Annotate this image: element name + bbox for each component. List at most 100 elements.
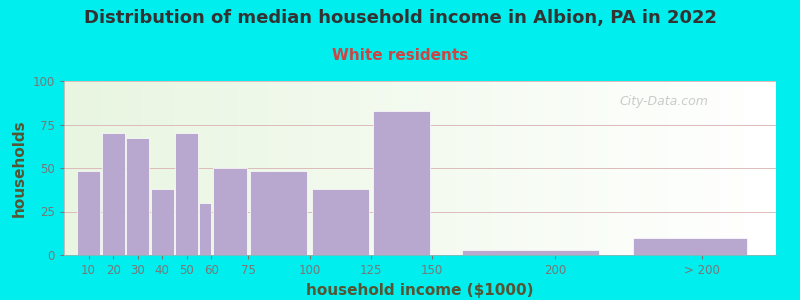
Bar (530, 81, 534, 255)
Bar (666, 81, 669, 255)
Bar (502, 81, 506, 255)
Bar (189, 81, 192, 255)
Bar (548, 81, 552, 255)
Bar (516, 81, 520, 255)
Bar (591, 81, 594, 255)
Bar (78, 81, 82, 255)
Bar (513, 81, 516, 255)
Bar (702, 81, 705, 255)
Bar (312, 189, 369, 255)
Bar (644, 81, 648, 255)
Bar (637, 81, 641, 255)
Bar (730, 81, 734, 255)
Bar (555, 81, 559, 255)
Bar (687, 81, 690, 255)
Bar (498, 81, 502, 255)
Bar (175, 133, 198, 255)
Bar (235, 81, 238, 255)
Bar (509, 81, 513, 255)
Bar (125, 81, 128, 255)
Bar (541, 81, 545, 255)
Bar (669, 81, 673, 255)
Bar (402, 81, 406, 255)
Bar (135, 81, 138, 255)
Bar (82, 81, 86, 255)
Bar (452, 81, 456, 255)
Bar (342, 81, 346, 255)
Bar (89, 81, 93, 255)
Bar (655, 81, 658, 255)
Bar (445, 81, 449, 255)
Bar (260, 81, 263, 255)
Bar (363, 81, 366, 255)
Bar (320, 81, 324, 255)
Bar (118, 81, 121, 255)
Bar (773, 81, 776, 255)
Bar (310, 81, 314, 255)
Bar (67, 81, 71, 255)
Bar (413, 81, 417, 255)
Text: Distribution of median household income in Albion, PA in 2022: Distribution of median household income … (83, 9, 717, 27)
Bar (384, 81, 388, 255)
Bar (758, 81, 762, 255)
Bar (285, 81, 288, 255)
Bar (381, 81, 384, 255)
X-axis label: household income ($1000): household income ($1000) (306, 283, 534, 298)
Bar (210, 81, 214, 255)
Bar (651, 81, 655, 255)
Bar (324, 81, 327, 255)
Bar (221, 81, 224, 255)
Bar (185, 81, 189, 255)
Bar (242, 81, 246, 255)
Bar (538, 81, 541, 255)
Bar (734, 81, 737, 255)
Bar (462, 81, 466, 255)
Bar (356, 81, 359, 255)
Bar (602, 81, 605, 255)
Bar (366, 81, 370, 255)
Bar (214, 81, 217, 255)
Bar (146, 81, 150, 255)
Bar (224, 81, 228, 255)
Text: City-Data.com: City-Data.com (619, 95, 708, 108)
Bar (196, 81, 199, 255)
Bar (99, 81, 103, 255)
Bar (442, 81, 445, 255)
Bar (278, 81, 281, 255)
Bar (338, 81, 342, 255)
Bar (317, 81, 320, 255)
Bar (520, 81, 523, 255)
Bar (270, 81, 274, 255)
Bar (619, 81, 623, 255)
Bar (612, 81, 616, 255)
Bar (74, 81, 78, 255)
Bar (306, 81, 310, 255)
Bar (523, 81, 526, 255)
Bar (438, 81, 442, 255)
Bar (474, 81, 477, 255)
Bar (374, 81, 378, 255)
Bar (346, 81, 349, 255)
Bar (334, 81, 338, 255)
Bar (96, 81, 99, 255)
Bar (391, 81, 395, 255)
Bar (430, 81, 434, 255)
Bar (722, 81, 726, 255)
Bar (171, 81, 174, 255)
Bar (609, 81, 612, 255)
Bar (526, 81, 530, 255)
Bar (388, 81, 391, 255)
Bar (292, 81, 295, 255)
Bar (559, 81, 562, 255)
Bar (477, 81, 481, 255)
Bar (406, 81, 410, 255)
Bar (203, 81, 206, 255)
Bar (398, 81, 402, 255)
Bar (570, 81, 573, 255)
Bar (484, 81, 488, 255)
Bar (150, 189, 174, 255)
Bar (142, 81, 146, 255)
Bar (708, 81, 712, 255)
Bar (153, 81, 157, 255)
Bar (737, 81, 741, 255)
